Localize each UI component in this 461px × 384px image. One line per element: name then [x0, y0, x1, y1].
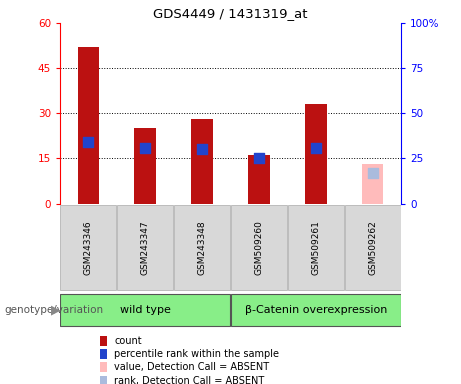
Text: rank, Detection Call = ABSENT: rank, Detection Call = ABSENT — [114, 376, 265, 384]
Text: β-Catenin overexpression: β-Catenin overexpression — [245, 305, 387, 315]
Point — [142, 144, 149, 151]
Bar — [100, 349, 107, 359]
Bar — [345, 205, 401, 290]
Bar — [248, 156, 270, 204]
Bar — [135, 128, 156, 204]
Bar — [60, 294, 230, 326]
Text: GSM243346: GSM243346 — [84, 220, 93, 275]
Bar — [231, 205, 287, 290]
Point — [369, 170, 376, 176]
Bar — [305, 104, 326, 204]
Bar — [77, 47, 99, 204]
Point — [312, 144, 319, 151]
Title: GDS4449 / 1431319_at: GDS4449 / 1431319_at — [153, 7, 308, 20]
Text: GSM243348: GSM243348 — [198, 220, 207, 275]
Text: ▶: ▶ — [51, 304, 60, 316]
Text: genotype/variation: genotype/variation — [5, 305, 104, 315]
Bar — [191, 119, 213, 204]
Bar — [288, 205, 343, 290]
Point — [255, 156, 263, 162]
Bar — [362, 164, 384, 204]
Text: wild type: wild type — [120, 305, 171, 315]
Point — [198, 146, 206, 152]
Text: value, Detection Call = ABSENT: value, Detection Call = ABSENT — [114, 362, 270, 372]
Bar — [100, 376, 107, 384]
Bar — [174, 205, 230, 290]
Bar — [60, 205, 116, 290]
Bar — [118, 205, 173, 290]
Text: GSM509261: GSM509261 — [311, 220, 320, 275]
Point — [85, 139, 92, 145]
Text: GSM243347: GSM243347 — [141, 220, 150, 275]
Text: GSM509262: GSM509262 — [368, 220, 377, 275]
Bar — [100, 336, 107, 346]
Text: GSM509260: GSM509260 — [254, 220, 263, 275]
Bar — [231, 294, 401, 326]
Bar — [100, 362, 107, 372]
Text: count: count — [114, 336, 142, 346]
Text: percentile rank within the sample: percentile rank within the sample — [114, 349, 279, 359]
